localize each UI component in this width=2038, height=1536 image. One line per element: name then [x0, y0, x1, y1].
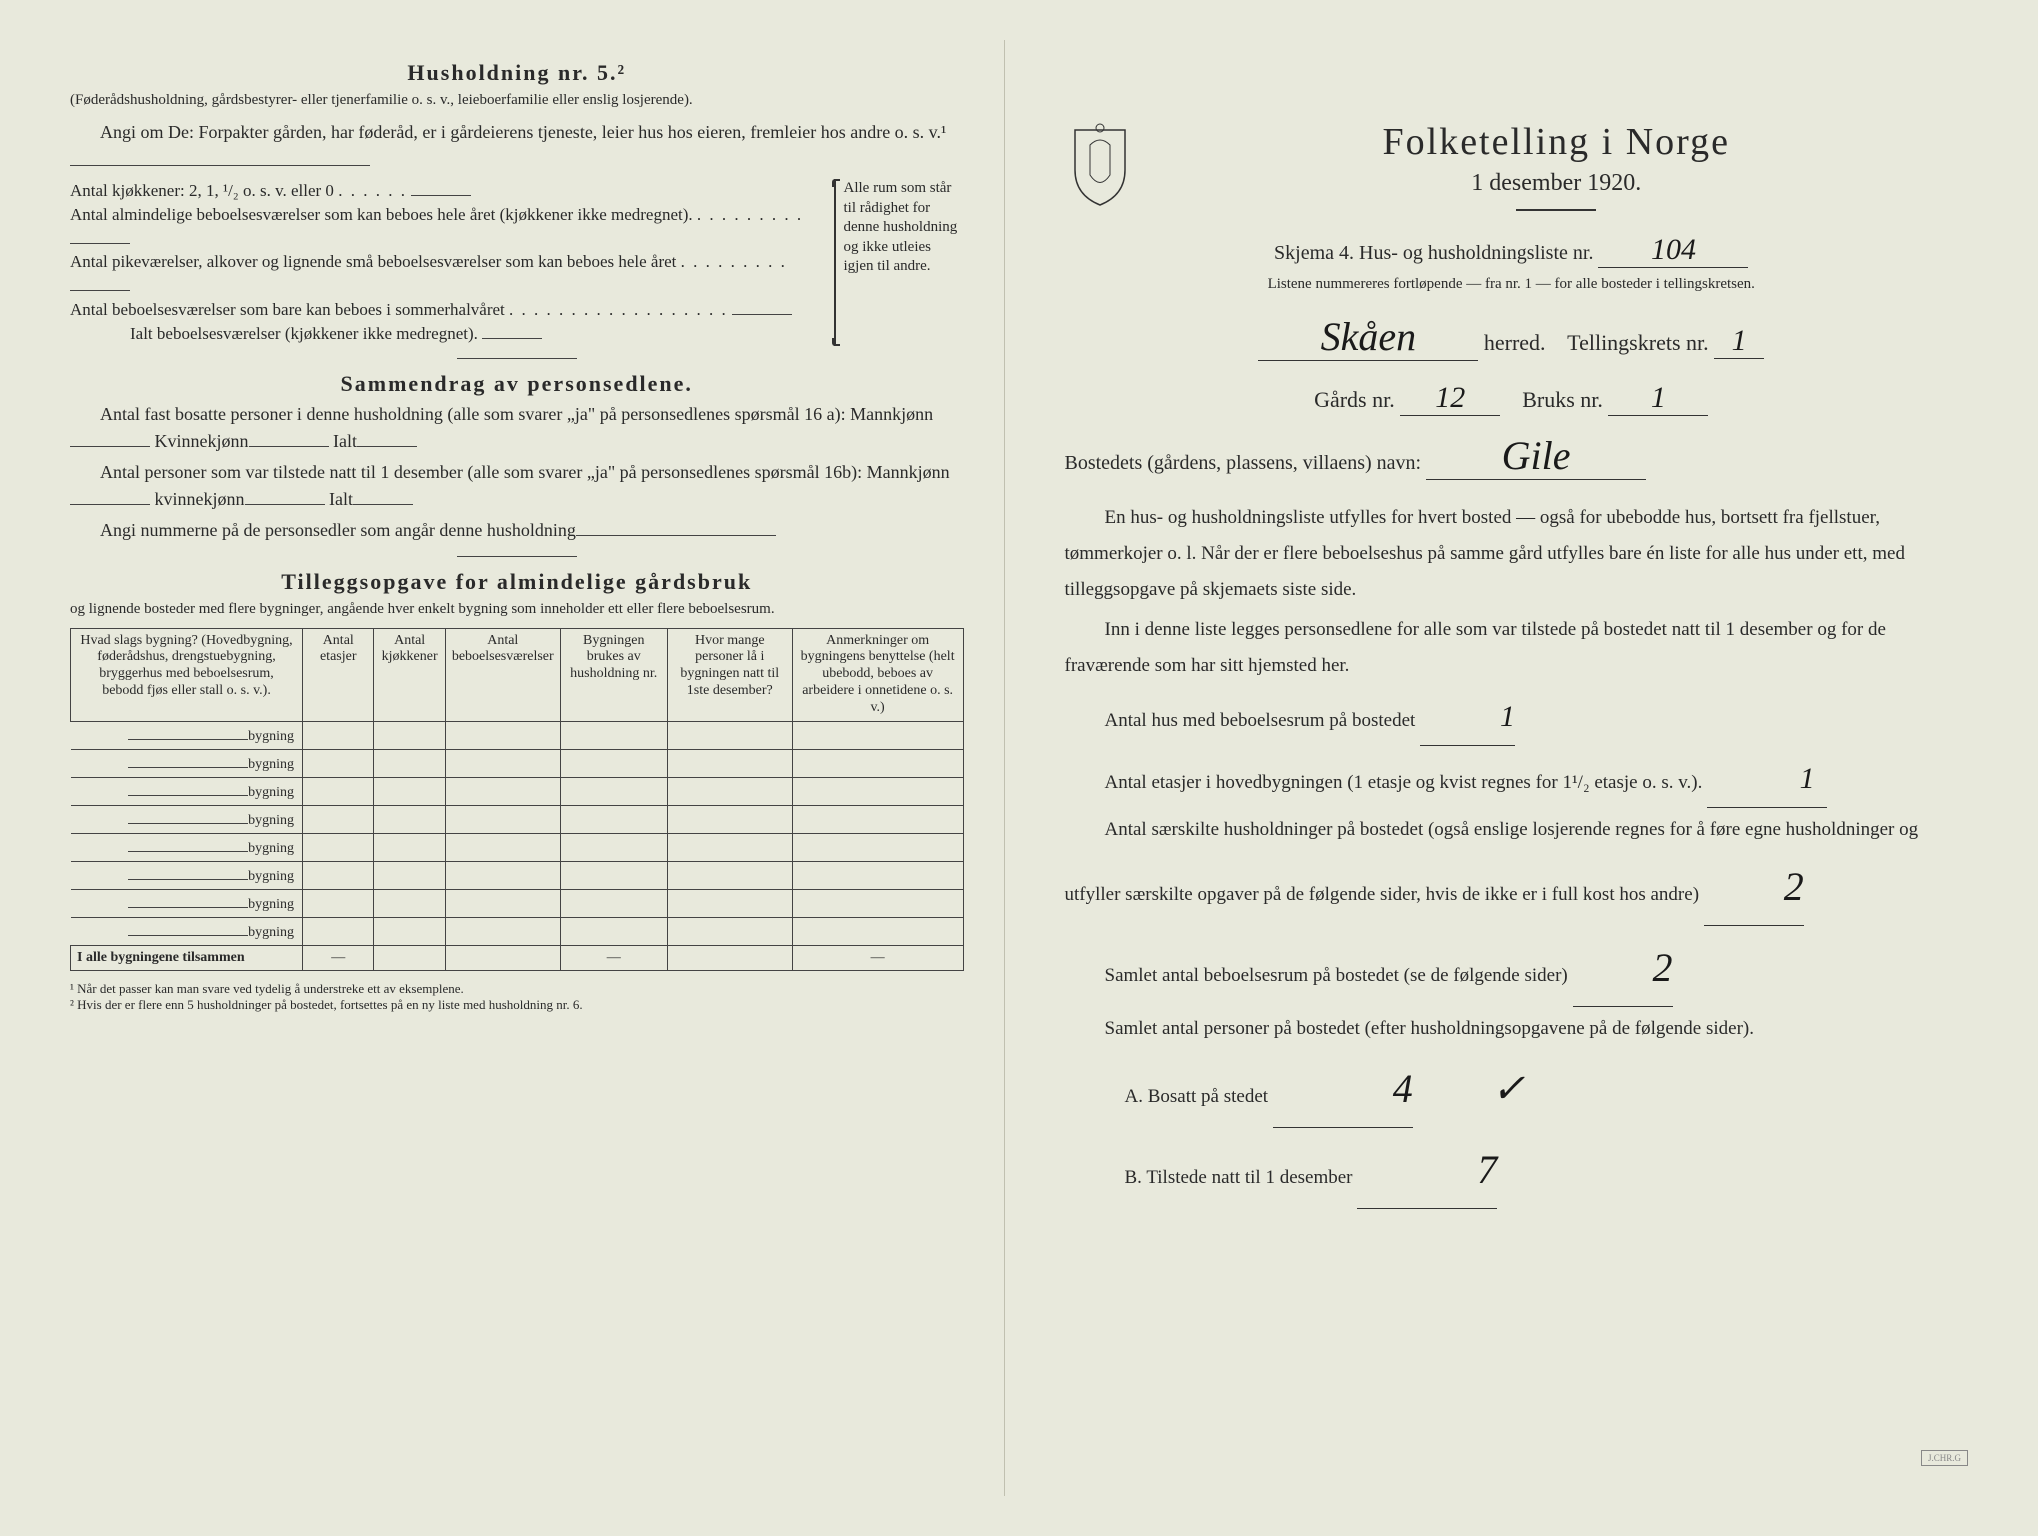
kitchen-line: Antal kjøkkener: 2, 1, ¹/₂ o. s. v. elle…: [70, 181, 334, 200]
samlet-pers-label: Samlet antal personer på bostedet (efter…: [1065, 1011, 1959, 1047]
footnote-1: ¹ Når det passer kan man svare ved tydel…: [70, 981, 964, 998]
bruks-nr: 1: [1651, 381, 1666, 415]
brace-line-3: Antal beboelsesværelser som bare kan beb…: [70, 300, 505, 319]
listene-note: Listene nummereres fortløpende — fra nr.…: [1065, 276, 1959, 293]
bruks-label: Bruks nr.: [1522, 387, 1603, 412]
table-row: bygning: [71, 889, 964, 917]
brace-line-2: Antal pikeværelser, alkover og lignende …: [70, 252, 676, 271]
gards-label: Gårds nr.: [1314, 387, 1395, 412]
samlet-rum-label: Samlet antal beboelsesrum på bostedet (s…: [1105, 965, 1568, 986]
checkmark-icon: ✓: [1432, 1051, 1526, 1127]
saerskilte-val: 2: [1744, 849, 1804, 925]
summary-1a: Antal fast bosatte personer i denne hush…: [100, 404, 933, 424]
printer-stamp: J.CHR.G: [1921, 1450, 1968, 1466]
antal-hus: 1: [1460, 688, 1515, 745]
left-page: Husholdning nr. 5.² (Føderådshusholdning…: [30, 40, 1005, 1496]
antal-etasjer: 1: [1760, 750, 1815, 807]
gards-nr: 12: [1435, 381, 1465, 415]
herred-label: herred.: [1484, 330, 1546, 355]
table-row: bygning: [71, 749, 964, 777]
table-row: bygning: [71, 917, 964, 945]
col-kjokkener: Antal kjøkkener: [374, 628, 445, 721]
summary-2a: Antal personer som var tilstede natt til…: [100, 462, 950, 482]
tillegg-sub: og lignende bosteder med flere bygninger…: [70, 599, 964, 620]
summary-1c: Ialt: [333, 431, 357, 451]
b-val: 7: [1417, 1132, 1497, 1208]
bosted-label: Bostedets (gårdens, plassens, villaens) …: [1065, 452, 1422, 474]
household-subheading: (Føderådshusholdning, gårdsbestyrer- ell…: [70, 90, 964, 111]
instruction-1: En hus- og husholdningsliste utfylles fo…: [1065, 500, 1959, 608]
household-heading: Husholdning nr. 5.²: [70, 60, 964, 86]
antal-etasjer-label: Antal etasjer i hovedbygningen (1 etasje…: [1105, 772, 1703, 793]
brace-line-4: Ialt beboelsesværelser (kjøkkener ikke m…: [130, 324, 478, 343]
skjema-label: Skjema 4. Hus- og husholdningsliste nr.: [1274, 242, 1593, 264]
footnote-2: ² Hvis der er flere enn 5 husholdninger …: [70, 997, 964, 1014]
coat-of-arms-icon: [1065, 120, 1135, 210]
table-total-row: I alle bygningene tilsammen ———: [71, 945, 964, 970]
summary-1b: Kvinnekjønn: [155, 431, 249, 451]
bosted-value: Gile: [1502, 432, 1571, 479]
instruction-2: Inn i denne liste legges personsedlene f…: [1065, 612, 1959, 684]
col-anm: Anmerkninger om bygningens benyttelse (h…: [792, 628, 963, 721]
samlet-rum: 2: [1613, 930, 1673, 1006]
footnotes: ¹ Når det passer kan man svare ved tydel…: [70, 981, 964, 1015]
col-personer: Hvor mange personer lå i bygningen natt …: [667, 628, 792, 721]
summary-2b: kvinnekjønn: [155, 489, 245, 509]
census-date: 1 desember 1920.: [1155, 170, 1959, 197]
col-type: Hvad slags bygning? (Hovedbygning, føder…: [71, 628, 303, 721]
a-label: A. Bosatt på stedet: [1125, 1086, 1269, 1107]
angi-intro: Angi om De: Forpakter gården, har føderå…: [70, 119, 964, 146]
tillegg-heading: Tilleggsopgave for almindelige gårdsbruk: [70, 569, 964, 595]
brace-note: Alle rum som står til rådighet for denne…: [834, 179, 964, 346]
building-table: Hvad slags bygning? (Hovedbygning, føder…: [70, 628, 964, 971]
table-header-row: Hvad slags bygning? (Hovedbygning, føder…: [71, 628, 964, 721]
total-label: I alle bygningene tilsammen: [71, 945, 303, 970]
antal-hus-label: Antal hus med beboelsesrum på bostedet: [1105, 710, 1416, 731]
col-vaerelser: Antal beboelsesværelser: [445, 628, 560, 721]
table-row: bygning: [71, 833, 964, 861]
herred-value: Skåen: [1321, 313, 1417, 360]
summary-2c: Ialt: [329, 489, 353, 509]
col-etasjer: Antal etasjer: [303, 628, 374, 721]
b-label: B. Tilstede natt til 1 desember: [1125, 1167, 1353, 1188]
table-row: bygning: [71, 861, 964, 889]
table-row: bygning: [71, 777, 964, 805]
table-row: bygning: [71, 721, 964, 749]
right-page: Folketelling i Norge 1 desember 1920. Sk…: [1005, 40, 2009, 1496]
census-title: Folketelling i Norge: [1155, 120, 1959, 164]
tellingskrets-nr: 1: [1732, 324, 1747, 358]
a-val: 4: [1333, 1051, 1413, 1127]
tellingskrets-label: Tellingskrets nr.: [1567, 330, 1708, 355]
skjema-nr: 104: [1651, 233, 1696, 267]
col-hushold: Bygningen brukes av husholdning nr.: [560, 628, 667, 721]
summary-3: Angi nummerne på de personsedler som ang…: [100, 520, 576, 540]
brace-line-1: Antal almindelige beboelsesværelser som …: [70, 205, 693, 224]
table-row: bygning: [71, 805, 964, 833]
brace-section: Antal kjøkkener: 2, 1, ¹/₂ o. s. v. elle…: [70, 179, 964, 346]
summary-heading: Sammendrag av personsedlene.: [70, 371, 964, 397]
